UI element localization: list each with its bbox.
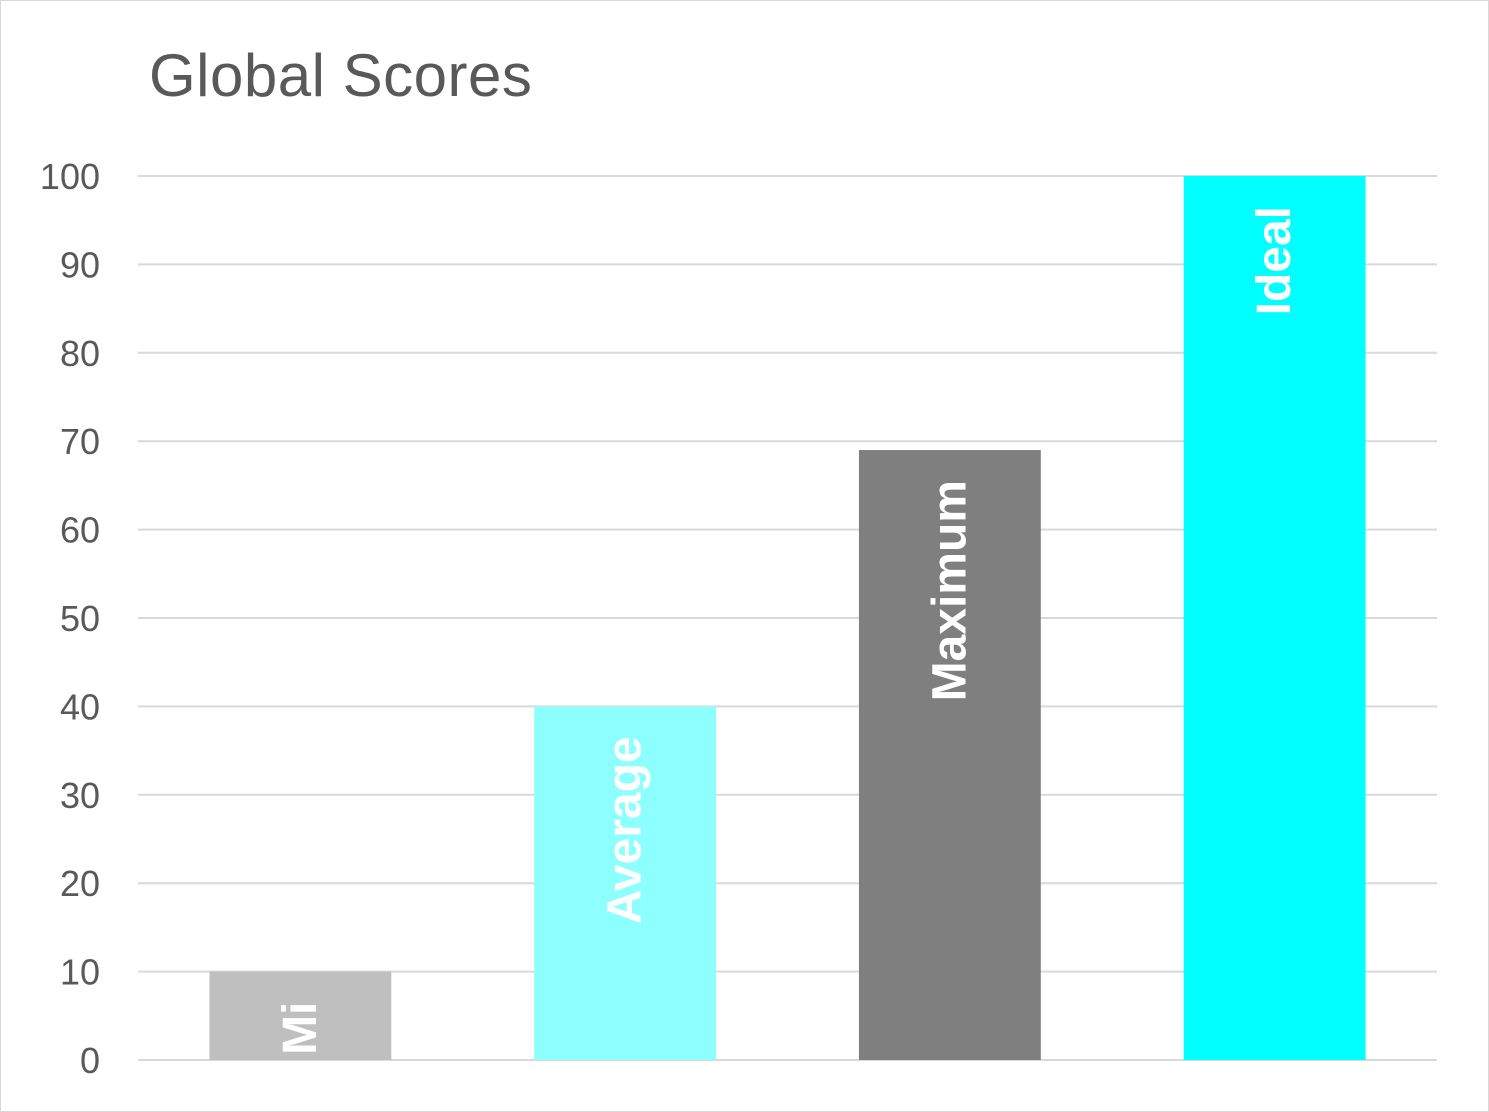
y-tick-label: 40 [60,686,100,727]
bar-average [534,706,717,1060]
bar-label-ideal: Ideal [1248,206,1301,315]
bar-mi [209,971,392,1060]
y-tick-label: 10 [60,952,100,993]
y-tick-label: 100 [40,156,100,197]
bar-labels: Mi Average Maximum Ideal [274,206,1301,1055]
bar-label-maximum: Maximum [923,480,976,701]
y-tick-label: 0 [80,1040,100,1081]
bar-ideal [1183,176,1366,1060]
bars [209,176,1366,1060]
y-tick-label: 60 [60,510,100,551]
y-tick-label: 90 [60,244,100,285]
bar-maximum [858,450,1041,1060]
bar-label-average: Average [599,736,652,924]
y-tick-label: 30 [60,775,100,816]
y-tick-label: 70 [60,421,100,462]
y-tick-label: 20 [60,863,100,904]
y-tick-label: 50 [60,598,100,639]
chart-title: Global Scores [149,42,533,109]
y-axis-ticks: 0 10 20 30 40 50 60 70 80 90 100 [40,156,100,1081]
bar-label-mi: Mi [274,1002,327,1055]
y-tick-label: 80 [60,333,100,374]
